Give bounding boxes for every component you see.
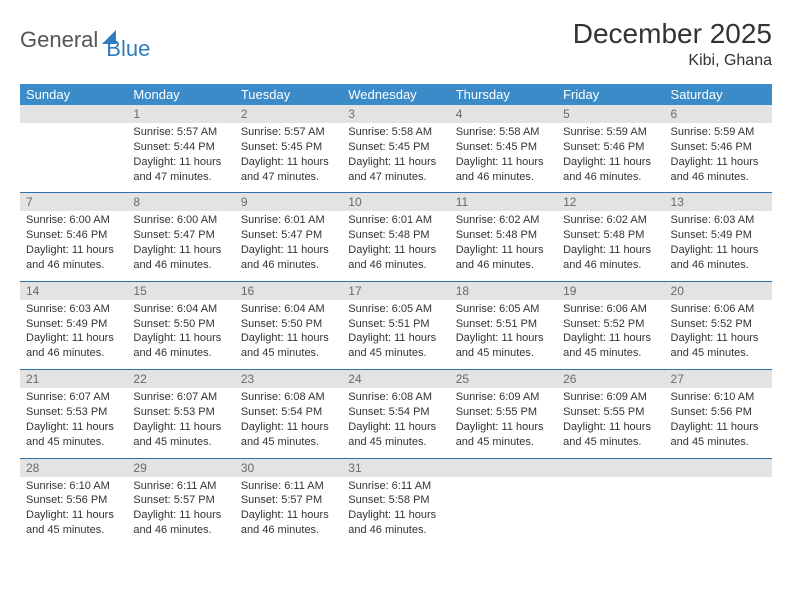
week-info-row: Sunrise: 6:10 AMSunset: 5:56 PMDaylight:… (20, 477, 772, 546)
day-number-cell: 19 (557, 281, 664, 300)
day-number-cell: 24 (342, 370, 449, 389)
week-info-row: Sunrise: 6:03 AMSunset: 5:49 PMDaylight:… (20, 300, 772, 370)
day-info-cell: Sunrise: 6:11 AMSunset: 5:58 PMDaylight:… (342, 477, 449, 546)
day-number-cell: 21 (20, 370, 127, 389)
day-header-thursday: Thursday (450, 84, 557, 105)
day-number-cell: 15 (127, 281, 234, 300)
week-num-row: 14151617181920 (20, 281, 772, 300)
week-num-row: 28293031 (20, 458, 772, 477)
day-number-cell: 20 (665, 281, 772, 300)
day-number-cell (665, 458, 772, 477)
logo: General Blue (20, 18, 150, 62)
day-number-cell: 5 (557, 105, 664, 123)
day-info-cell: Sunrise: 6:08 AMSunset: 5:54 PMDaylight:… (342, 388, 449, 458)
day-number-cell: 31 (342, 458, 449, 477)
day-number-cell: 3 (342, 105, 449, 123)
day-number-cell: 30 (235, 458, 342, 477)
day-info-cell: Sunrise: 6:00 AMSunset: 5:46 PMDaylight:… (20, 211, 127, 281)
day-number-cell: 7 (20, 193, 127, 212)
day-header-wednesday: Wednesday (342, 84, 449, 105)
day-number-cell: 22 (127, 370, 234, 389)
day-info-cell: Sunrise: 6:05 AMSunset: 5:51 PMDaylight:… (342, 300, 449, 370)
day-info-cell: Sunrise: 5:58 AMSunset: 5:45 PMDaylight:… (342, 123, 449, 193)
day-header-saturday: Saturday (665, 84, 772, 105)
day-info-cell (557, 477, 664, 546)
day-number-cell (20, 105, 127, 123)
day-number-cell: 26 (557, 370, 664, 389)
day-number-cell: 2 (235, 105, 342, 123)
week-info-row: Sunrise: 5:57 AMSunset: 5:44 PMDaylight:… (20, 123, 772, 193)
day-info-cell: Sunrise: 6:09 AMSunset: 5:55 PMDaylight:… (450, 388, 557, 458)
week-info-row: Sunrise: 6:00 AMSunset: 5:46 PMDaylight:… (20, 211, 772, 281)
day-number-cell: 13 (665, 193, 772, 212)
day-number-cell: 6 (665, 105, 772, 123)
calendar-table: SundayMondayTuesdayWednesdayThursdayFrid… (20, 84, 772, 546)
day-number-cell: 8 (127, 193, 234, 212)
day-number-cell: 12 (557, 193, 664, 212)
day-info-cell: Sunrise: 6:11 AMSunset: 5:57 PMDaylight:… (127, 477, 234, 546)
title-block: December 2025 Kibi, Ghana (573, 18, 772, 70)
day-header-row: SundayMondayTuesdayWednesdayThursdayFrid… (20, 84, 772, 105)
day-header-friday: Friday (557, 84, 664, 105)
day-number-cell: 11 (450, 193, 557, 212)
day-info-cell (665, 477, 772, 546)
location-label: Kibi, Ghana (573, 52, 772, 70)
day-header-sunday: Sunday (20, 84, 127, 105)
day-info-cell: Sunrise: 5:59 AMSunset: 5:46 PMDaylight:… (557, 123, 664, 193)
day-number-cell: 25 (450, 370, 557, 389)
day-info-cell: Sunrise: 6:06 AMSunset: 5:52 PMDaylight:… (665, 300, 772, 370)
day-number-cell (557, 458, 664, 477)
day-info-cell: Sunrise: 6:10 AMSunset: 5:56 PMDaylight:… (20, 477, 127, 546)
day-info-cell: Sunrise: 6:00 AMSunset: 5:47 PMDaylight:… (127, 211, 234, 281)
day-info-cell: Sunrise: 6:05 AMSunset: 5:51 PMDaylight:… (450, 300, 557, 370)
logo-text-general: General (20, 27, 98, 53)
page-title: December 2025 (573, 18, 772, 50)
day-info-cell: Sunrise: 6:02 AMSunset: 5:48 PMDaylight:… (557, 211, 664, 281)
day-info-cell: Sunrise: 6:04 AMSunset: 5:50 PMDaylight:… (127, 300, 234, 370)
day-number-cell: 14 (20, 281, 127, 300)
day-info-cell: Sunrise: 6:11 AMSunset: 5:57 PMDaylight:… (235, 477, 342, 546)
day-info-cell: Sunrise: 6:07 AMSunset: 5:53 PMDaylight:… (127, 388, 234, 458)
day-info-cell: Sunrise: 6:09 AMSunset: 5:55 PMDaylight:… (557, 388, 664, 458)
day-info-cell: Sunrise: 5:57 AMSunset: 5:45 PMDaylight:… (235, 123, 342, 193)
day-info-cell: Sunrise: 6:03 AMSunset: 5:49 PMDaylight:… (665, 211, 772, 281)
week-info-row: Sunrise: 6:07 AMSunset: 5:53 PMDaylight:… (20, 388, 772, 458)
day-info-cell: Sunrise: 6:03 AMSunset: 5:49 PMDaylight:… (20, 300, 127, 370)
day-number-cell: 9 (235, 193, 342, 212)
day-number-cell: 28 (20, 458, 127, 477)
day-info-cell: Sunrise: 6:10 AMSunset: 5:56 PMDaylight:… (665, 388, 772, 458)
day-number-cell: 27 (665, 370, 772, 389)
day-info-cell: Sunrise: 6:01 AMSunset: 5:47 PMDaylight:… (235, 211, 342, 281)
day-info-cell: Sunrise: 5:59 AMSunset: 5:46 PMDaylight:… (665, 123, 772, 193)
day-info-cell: Sunrise: 6:08 AMSunset: 5:54 PMDaylight:… (235, 388, 342, 458)
day-number-cell: 23 (235, 370, 342, 389)
day-number-cell: 16 (235, 281, 342, 300)
week-num-row: 78910111213 (20, 193, 772, 212)
day-info-cell: Sunrise: 6:02 AMSunset: 5:48 PMDaylight:… (450, 211, 557, 281)
day-info-cell: Sunrise: 6:06 AMSunset: 5:52 PMDaylight:… (557, 300, 664, 370)
header: General Blue December 2025 Kibi, Ghana (20, 18, 772, 70)
day-number-cell: 17 (342, 281, 449, 300)
logo-text-blue: Blue (106, 36, 150, 62)
day-number-cell: 10 (342, 193, 449, 212)
day-info-cell (450, 477, 557, 546)
day-info-cell (20, 123, 127, 193)
day-number-cell: 1 (127, 105, 234, 123)
week-num-row: 123456 (20, 105, 772, 123)
day-number-cell: 29 (127, 458, 234, 477)
week-num-row: 21222324252627 (20, 370, 772, 389)
day-number-cell: 18 (450, 281, 557, 300)
day-info-cell: Sunrise: 6:07 AMSunset: 5:53 PMDaylight:… (20, 388, 127, 458)
day-number-cell: 4 (450, 105, 557, 123)
day-header-monday: Monday (127, 84, 234, 105)
day-info-cell: Sunrise: 5:57 AMSunset: 5:44 PMDaylight:… (127, 123, 234, 193)
day-header-tuesday: Tuesday (235, 84, 342, 105)
day-info-cell: Sunrise: 5:58 AMSunset: 5:45 PMDaylight:… (450, 123, 557, 193)
day-number-cell (450, 458, 557, 477)
day-info-cell: Sunrise: 6:04 AMSunset: 5:50 PMDaylight:… (235, 300, 342, 370)
day-info-cell: Sunrise: 6:01 AMSunset: 5:48 PMDaylight:… (342, 211, 449, 281)
